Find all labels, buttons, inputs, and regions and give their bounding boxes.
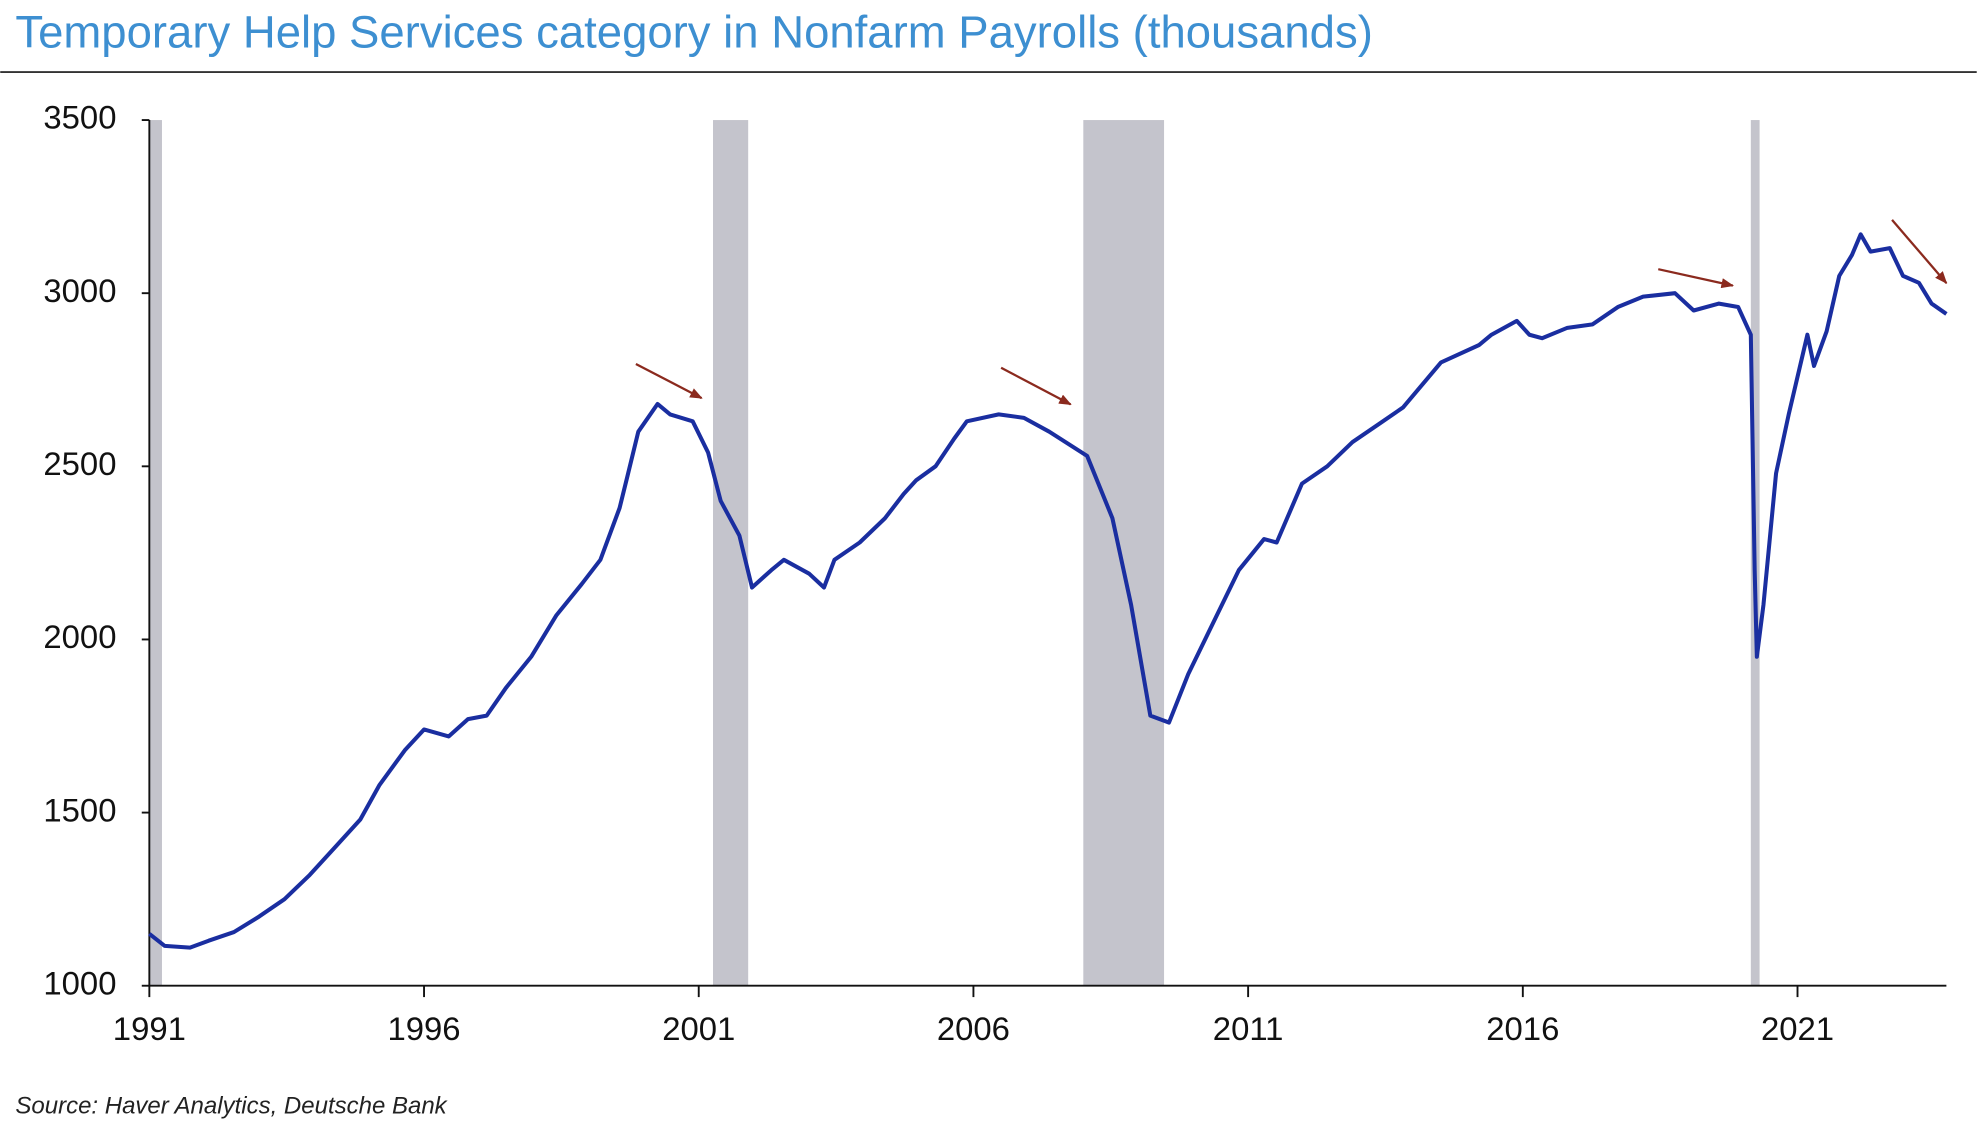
plot-layer: 1000 1500 2000 2500 3000 3500 1991 1996 2001 2006…	[43, 99, 1948, 1047]
y-tick-label: 2500	[43, 445, 116, 482]
arrow	[635, 362, 703, 400]
x-tick-label: 2001	[662, 1010, 735, 1047]
y-tick-label: 3000	[43, 272, 116, 309]
arrow	[1000, 366, 1072, 406]
x-tick-label: 1996	[387, 1010, 460, 1047]
annotation-arrows	[635, 219, 1948, 406]
source-note: Source: Haver Analytics, Deutsche Bank	[15, 1092, 448, 1119]
y-tick-label: 2000	[43, 618, 116, 655]
recession-band	[149, 120, 162, 986]
chart-title: Temporary Help Services category in Nonf…	[15, 6, 1373, 57]
y-tick-label: 3500	[43, 99, 116, 136]
arrow	[1658, 268, 1735, 289]
x-tick-label: 2016	[1486, 1010, 1559, 1047]
data-line	[148, 232, 1948, 950]
y-tick-label: 1500	[43, 791, 116, 828]
arrow	[1891, 219, 1948, 285]
y-tick-label: 1000	[43, 964, 116, 1001]
recession-band	[1083, 120, 1165, 986]
x-tick-label: 2021	[1761, 1010, 1834, 1047]
x-tick-label: 1991	[113, 1010, 186, 1047]
x-tick-label: 2006	[937, 1010, 1010, 1047]
x-tick-label: 2011	[1213, 1010, 1284, 1047]
recession-layer	[149, 120, 1760, 986]
